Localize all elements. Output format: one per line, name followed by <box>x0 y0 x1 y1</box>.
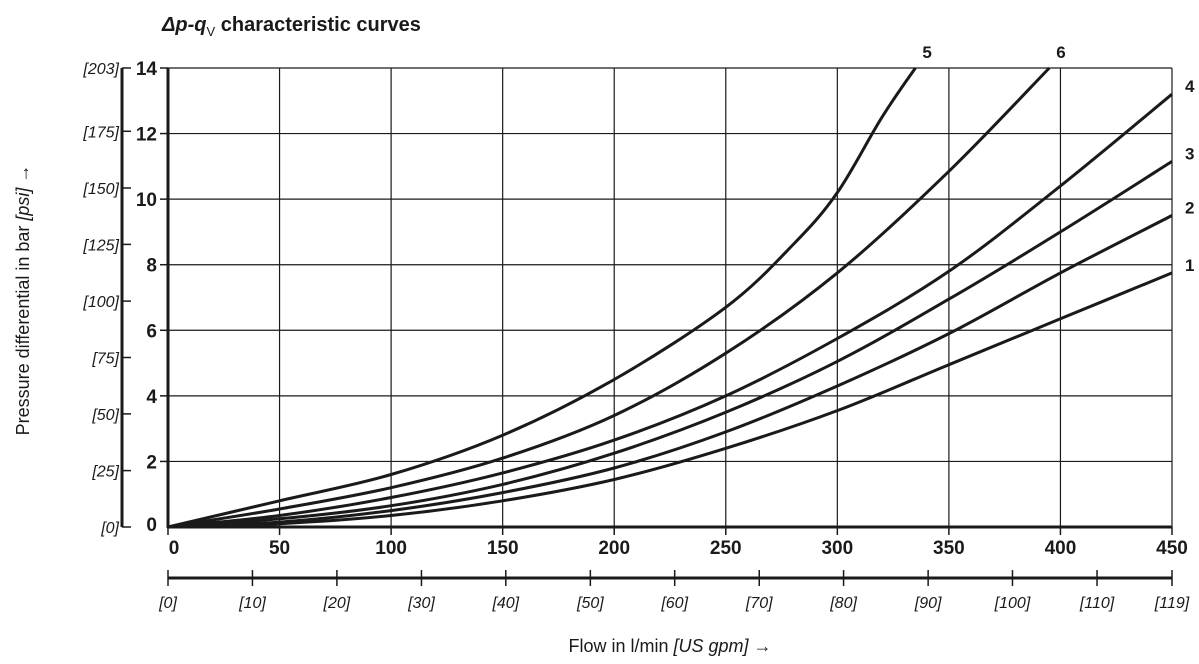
x-secondary-tick-label: [60] <box>660 595 688 612</box>
x-tick-label: 150 <box>487 538 519 559</box>
labels: 0 50 100 150 200 250 300 350 400 45002468101214[0… <box>13 43 1195 656</box>
x-tick-label: 450 <box>1156 538 1188 559</box>
curve-label-1: 1 <box>1185 256 1194 275</box>
title-suffix: characteristic curves <box>215 14 421 36</box>
y-secondary-tick-label: [203] <box>82 61 119 78</box>
y-secondary-tick-label: [0] <box>100 520 119 537</box>
x-tick-label: 100 <box>375 538 407 559</box>
y-axis-title-text: Pressure differential in bar <box>13 221 33 436</box>
x-secondary-tick-label: [80] <box>829 595 857 612</box>
x-secondary-tick-label: [40] <box>491 595 519 612</box>
x-secondary-tick-label: [110] <box>1079 595 1115 612</box>
y-axis-title-arrow: → <box>13 165 33 188</box>
y-tick-label: 14 <box>136 59 158 80</box>
x-tick-label: 200 <box>598 538 630 559</box>
y-secondary-tick-label: [50] <box>91 407 119 424</box>
x-axis-title: Flow in l/min [US gpm] → <box>568 636 771 656</box>
y-secondary-tick-label: [25] <box>91 464 119 481</box>
x-axis-title-arrow: → <box>749 636 772 656</box>
x-secondary-tick-label: [90] <box>914 595 942 612</box>
y-tick-label: 10 <box>136 190 157 211</box>
x-secondary-tick-label: [119] <box>1154 595 1190 612</box>
x-axis-title-text: Flow in l/min <box>568 636 673 656</box>
x-tick-label: 300 <box>821 538 853 559</box>
x-secondary-tick-label: [0] <box>158 595 177 612</box>
curve-label-4: 4 <box>1185 77 1195 96</box>
x-axis-title-unit: [US gpm] <box>672 636 749 656</box>
y-secondary-tick-label: [75] <box>91 350 119 367</box>
curve-5 <box>167 67 917 529</box>
y-secondary-tick-label: [125] <box>82 237 119 254</box>
curve-label-2: 2 <box>1185 199 1194 218</box>
x-tick-label: 400 <box>1045 538 1077 559</box>
y-axis-title-unit: [psi] <box>13 187 33 222</box>
x-secondary-tick-label: [70] <box>745 595 773 612</box>
curve-6 <box>167 66 1051 529</box>
y-secondary-tick-label: [100] <box>82 294 119 311</box>
y-tick-label: 8 <box>146 256 157 277</box>
curve-2 <box>167 214 1173 529</box>
y-tick-label: 4 <box>146 387 157 408</box>
curve-label-5: 5 <box>922 43 931 62</box>
x-secondary-tick-label: [10] <box>238 595 266 612</box>
curve-label-6: 6 <box>1056 43 1065 62</box>
title-prefix: Δp-q <box>162 14 207 36</box>
curve-4 <box>167 93 1173 529</box>
x-secondary-tick-label: [100] <box>994 595 1031 612</box>
x-secondary-tick-label: [20] <box>323 595 351 612</box>
curve-1 <box>167 271 1173 529</box>
curves <box>167 66 1173 529</box>
y-tick-label: 6 <box>146 321 157 342</box>
curve-3 <box>167 160 1173 529</box>
x-secondary-tick-label: [50] <box>576 595 604 612</box>
grid-lines <box>168 67 1173 527</box>
x-tick-label: 350 <box>933 538 965 559</box>
x-tick-label: 0 <box>169 538 180 559</box>
y-axis-title: Pressure differential in bar [psi] → <box>13 165 33 436</box>
y-secondary-tick-label: [175] <box>82 124 119 141</box>
axes <box>120 67 1173 586</box>
y-secondary-tick-label: [150] <box>82 181 119 198</box>
curve-label-3: 3 <box>1185 144 1194 163</box>
chart-title: Δp-qV characteristic curves <box>162 14 421 39</box>
x-secondary-tick-label: [30] <box>407 595 435 612</box>
y-tick-label: 12 <box>136 125 157 146</box>
x-tick-label: 50 <box>269 538 290 559</box>
title-subscript: V <box>206 24 216 39</box>
x-tick-label: 250 <box>710 538 742 559</box>
y-tick-label: 0 <box>146 515 157 536</box>
y-tick-label: 2 <box>146 452 157 473</box>
